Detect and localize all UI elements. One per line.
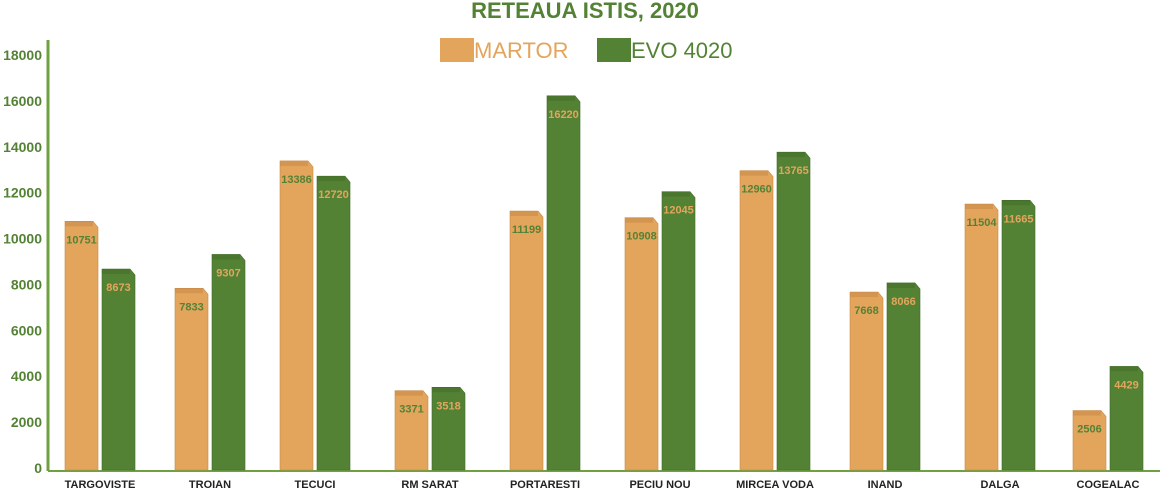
bar-evo-4020: [546, 95, 581, 471]
y-tick-label: 16000: [3, 93, 42, 109]
data-label: 12720: [318, 189, 349, 201]
data-label: 3518: [436, 400, 460, 412]
bar-top-bevel: [395, 390, 423, 396]
bar-top-bevel: [1110, 366, 1138, 372]
y-tick-label: 8000: [11, 276, 42, 292]
y-tick-label: 2000: [11, 414, 42, 430]
bar-top-bevel: [65, 221, 93, 227]
x-tick-label: TECUCI: [295, 479, 336, 491]
data-label: 3371: [399, 404, 423, 416]
data-label: 11504: [967, 217, 998, 229]
data-label: 7668: [854, 305, 878, 317]
bars: 10751 8673 7833 9307 13386 12720 3371 3518 11199…: [64, 95, 1144, 471]
bar-evo-4020: [776, 151, 811, 471]
bar-top-bevel: [887, 282, 915, 288]
legend-label: MARTOR: [474, 38, 569, 63]
bar-top-bevel: [317, 176, 345, 182]
data-label: 4429: [1114, 379, 1138, 391]
x-tick-label: COGEALAC: [1077, 479, 1140, 491]
y-tick-label: 12000: [3, 185, 42, 201]
bar-martor: [394, 390, 429, 471]
bar-martor: [624, 217, 659, 471]
x-tick-label: INAND: [868, 479, 903, 491]
bar-top-bevel: [212, 254, 240, 260]
legend-label: EVO 4020: [631, 38, 733, 63]
bar-martor: [964, 203, 999, 471]
data-label: 13765: [778, 165, 809, 177]
data-label: 16220: [548, 109, 579, 121]
bar-top-bevel: [510, 211, 538, 217]
bar-top-bevel: [777, 152, 805, 158]
bar-martor: [1072, 410, 1107, 471]
bar-top-bevel: [102, 269, 130, 275]
x-tick-label: TARGOVISTE: [65, 479, 136, 491]
y-tick-label: 18000: [3, 47, 42, 63]
bar-top-bevel: [740, 170, 768, 176]
bar-martor: [174, 287, 209, 471]
x-tick-label: RM SARAT: [401, 479, 459, 491]
bar-top-bevel: [432, 387, 460, 393]
chart-title: RETEAUA ISTIS, 2020: [471, 0, 699, 23]
bar-top-bevel: [175, 288, 203, 294]
data-label: 9307: [216, 267, 240, 279]
x-tick-label: MIRCEA VODA: [736, 479, 814, 491]
bar-top-bevel: [1002, 200, 1030, 206]
x-tick-label: PORTARESTI: [510, 479, 580, 491]
bar-evo-4020: [886, 282, 921, 471]
bar-evo-4020: [316, 175, 351, 471]
bar-evo-4020: [211, 254, 246, 471]
data-label: 10908: [626, 231, 657, 243]
bar-martor: [279, 160, 314, 471]
bar-top-bevel: [850, 292, 878, 298]
bar-evo-4020: [1109, 366, 1144, 471]
bar-top-bevel: [625, 217, 653, 223]
bar-top-bevel: [547, 95, 575, 101]
data-label: 12960: [741, 184, 772, 196]
bar-top-bevel: [662, 191, 690, 197]
data-label: 8066: [891, 296, 915, 308]
data-label: 10751: [66, 234, 97, 246]
y-tick-label: 4000: [11, 368, 42, 384]
bar-martor: [849, 291, 884, 471]
legend: MARTOR EVO 4020: [440, 38, 733, 63]
bar-evo-4020: [101, 268, 136, 471]
y-tick-label: 10000: [3, 231, 42, 247]
bar-evo-4020: [661, 191, 696, 471]
axes: 0 2000 4000 6000 8000 10000 12000 14000 16000 180…: [3, 40, 1160, 491]
data-label: 7833: [179, 301, 203, 313]
legend-swatch: [597, 38, 631, 62]
data-label: 13386: [281, 174, 312, 186]
bar-top-bevel: [1073, 410, 1101, 416]
x-tick-label: DALGA: [980, 479, 1019, 491]
x-tick-label: TROIAN: [189, 479, 231, 491]
bar-top-bevel: [965, 204, 993, 210]
data-label: 11199: [512, 224, 541, 236]
bar-top-bevel: [280, 160, 308, 166]
bar-martor: [509, 210, 544, 471]
bar-evo-4020: [1001, 200, 1036, 471]
y-tick-label: 0: [34, 460, 42, 476]
y-tick-label: 14000: [3, 139, 42, 155]
data-label: 11665: [1004, 213, 1034, 225]
data-label: 8673: [106, 282, 130, 294]
y-tick-label: 6000: [11, 322, 42, 338]
bar-evo-4020: [431, 386, 466, 471]
bar-martor: [739, 170, 774, 471]
legend-swatch: [440, 38, 474, 62]
x-tick-label: PECIU NOU: [629, 479, 690, 491]
data-label: 2506: [1077, 424, 1101, 436]
data-label: 12045: [663, 205, 694, 217]
bar-martor: [64, 221, 99, 471]
